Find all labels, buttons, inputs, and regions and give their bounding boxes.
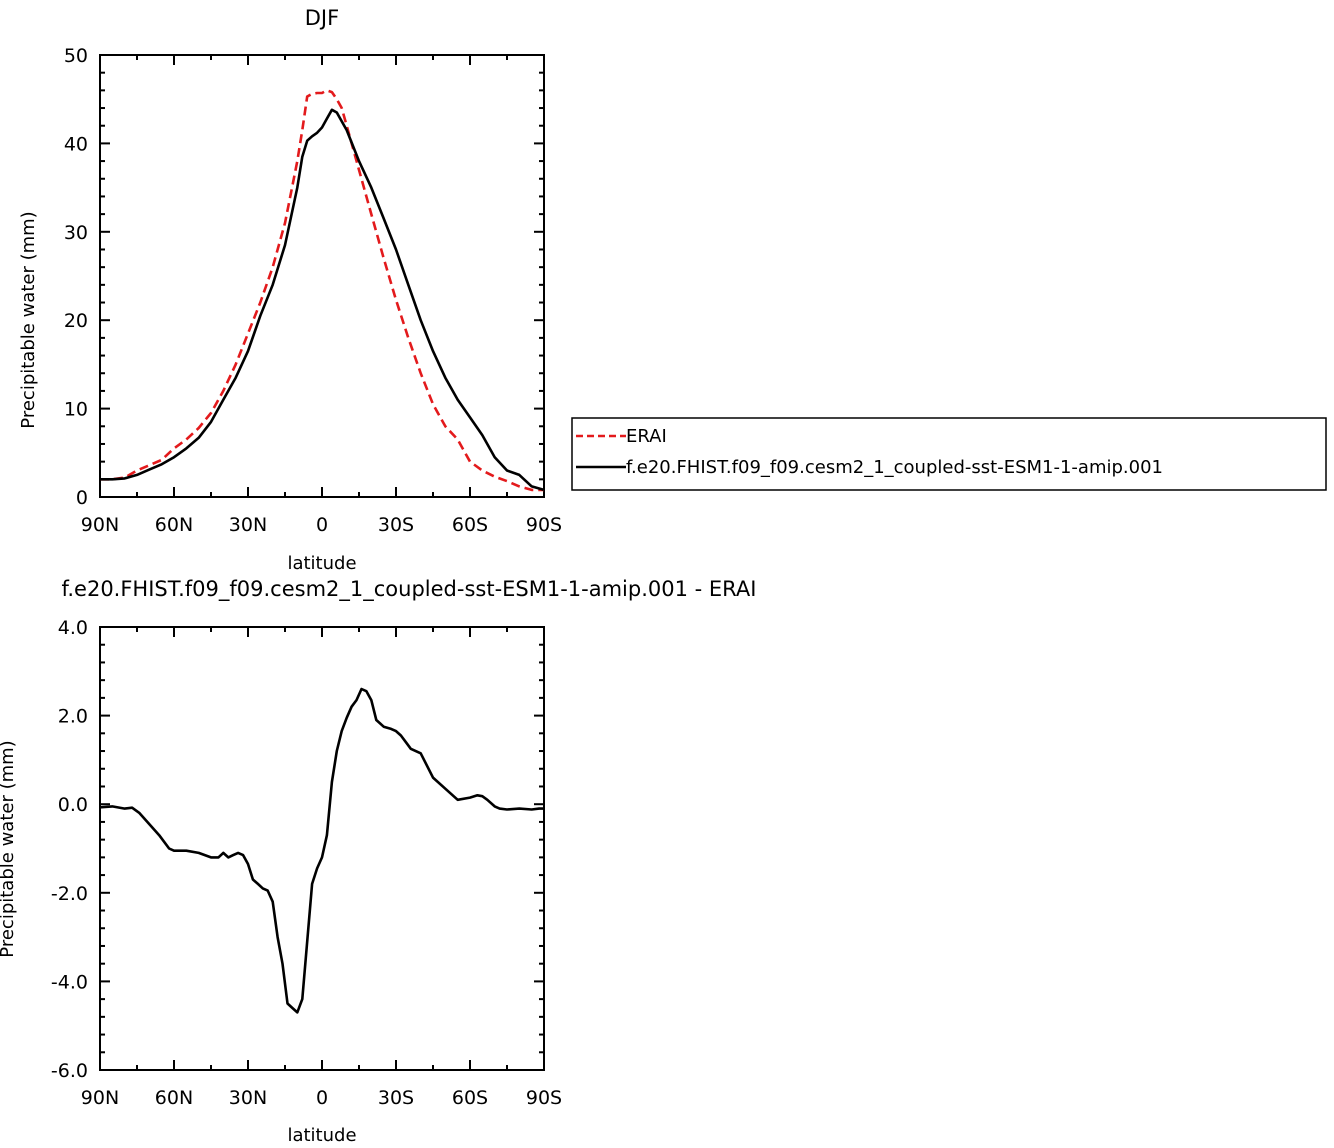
top-y-tick-label: 10	[64, 399, 88, 421]
top-y-axis-label: Precipitable water (mm)	[18, 211, 39, 428]
bottom-y-tick-label: 4.0	[58, 617, 88, 639]
legend: ERAI f.e20.FHIST.f09_f09.cesm2_1_coupled…	[571, 417, 1327, 491]
top-y-tick-label: 20	[64, 310, 88, 332]
top-series-line-0	[100, 89, 544, 492]
bottom-y-tick-label: -4.0	[51, 971, 88, 993]
top-panel: DJF 90N 60N 30N 0 30S 60S 90S 0 10 20 30 40 50 latit…	[18, 6, 562, 574]
bottom-series-line-0	[99, 687, 544, 1014]
legend-label-model: f.e20.FHIST.f09_f09.cesm2_1_coupled-sst-…	[626, 457, 1163, 478]
bottom-x-tick-label: 30N	[229, 1087, 267, 1109]
bottom-y-tick-label: -6.0	[51, 1060, 88, 1082]
top-frame	[99, 54, 545, 498]
top-y-tick-label: 40	[64, 133, 88, 155]
bottom-x-tick-label: 90S	[526, 1087, 562, 1109]
top-y-tick-label: 30	[64, 222, 88, 244]
top-y-tick-label: 50	[64, 45, 88, 67]
bottom-y-tick-label: 2.0	[58, 706, 88, 728]
top-x-tick-label: 60S	[452, 514, 488, 536]
top-x-tick-label: 60N	[155, 514, 193, 536]
top-chart-title: DJF	[305, 6, 339, 30]
bottom-x-tick-label: 60S	[452, 1087, 488, 1109]
bottom-chart-title: f.e20.FHIST.f09_f09.cesm2_1_coupled-sst-…	[62, 577, 757, 602]
bottom-plot-area: 90N 60N 30N 0 30S 60S 90S -6.0 -4.0 -2.0 0.0 2.0 4.0	[51, 617, 562, 1109]
top-x-tick-label: 90S	[526, 514, 562, 536]
bottom-y-tick-label: -2.0	[51, 883, 88, 905]
bottom-panel: f.e20.FHIST.f09_f09.cesm2_1_coupled-sst-…	[0, 577, 756, 1146]
bottom-y-axis-label: Precipitable water (mm)	[0, 740, 18, 957]
top-plot-area: 90N 60N 30N 0 30S 60S 90S 0 10 20 30 40 50	[64, 45, 562, 536]
bottom-x-tick-label: 60N	[155, 1087, 193, 1109]
top-x-tick-label: 0	[316, 514, 328, 536]
bottom-x-tick-label: 30S	[378, 1087, 414, 1109]
top-x-tick-label: 30S	[378, 514, 414, 536]
bottom-x-tick-label: 90N	[81, 1087, 119, 1109]
bottom-frame	[99, 626, 545, 1071]
top-x-tick-label: 90N	[81, 514, 119, 536]
top-x-tick-label: 30N	[229, 514, 267, 536]
top-y-tick-label: 0	[76, 487, 88, 509]
bottom-x-tick-label: 0	[316, 1087, 328, 1109]
bottom-y-tick-label: 0.0	[58, 794, 88, 816]
legend-box	[571, 417, 1327, 491]
legend-label-erai: ERAI	[626, 426, 667, 447]
top-x-axis-label: latitude	[287, 553, 356, 574]
bottom-x-axis-label: latitude	[287, 1125, 356, 1146]
top-series-line-1	[100, 108, 545, 492]
